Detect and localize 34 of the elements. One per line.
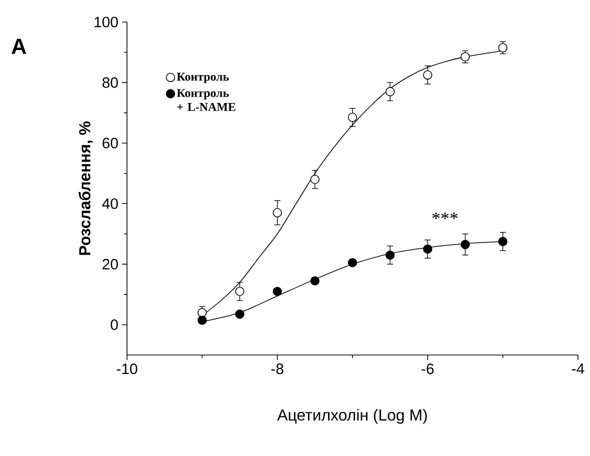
point bbox=[385, 250, 395, 260]
annotation: *** bbox=[432, 212, 458, 220]
legend-label: Контроль + L-NAME bbox=[176, 89, 236, 111]
point bbox=[460, 52, 470, 62]
y-tick-label: 60 bbox=[102, 138, 118, 148]
y-axis-title: Розслаблення, % bbox=[78, 121, 93, 255]
point bbox=[498, 43, 508, 52]
point bbox=[272, 208, 282, 218]
point bbox=[272, 286, 282, 296]
legend-label: Контроль bbox=[176, 72, 229, 84]
point bbox=[498, 236, 508, 246]
point bbox=[310, 174, 320, 184]
point bbox=[460, 240, 470, 250]
point bbox=[423, 244, 432, 254]
text: A bbox=[12, 38, 26, 54]
point bbox=[423, 70, 432, 80]
y-tick-label: 20 bbox=[102, 258, 118, 270]
x-tick-label: -6 bbox=[422, 364, 434, 374]
x-tick-label: -4 bbox=[572, 364, 584, 374]
point bbox=[235, 286, 244, 296]
point bbox=[310, 276, 320, 286]
x-tick-label: -8 bbox=[271, 364, 284, 374]
point bbox=[235, 310, 244, 319]
y-tick-label: 0 bbox=[110, 319, 118, 330]
point bbox=[198, 316, 207, 325]
y-tick-label: 80 bbox=[102, 77, 118, 88]
point bbox=[198, 308, 207, 318]
point bbox=[348, 258, 358, 268]
x-tick-label: -10 bbox=[116, 364, 138, 374]
x-axis-title: Ацетилхолін (Log M) bbox=[277, 408, 427, 424]
point bbox=[385, 87, 395, 96]
point bbox=[348, 112, 358, 122]
y-tick-label: 40 bbox=[102, 198, 118, 209]
y-tick-label: 100 bbox=[94, 16, 118, 28]
